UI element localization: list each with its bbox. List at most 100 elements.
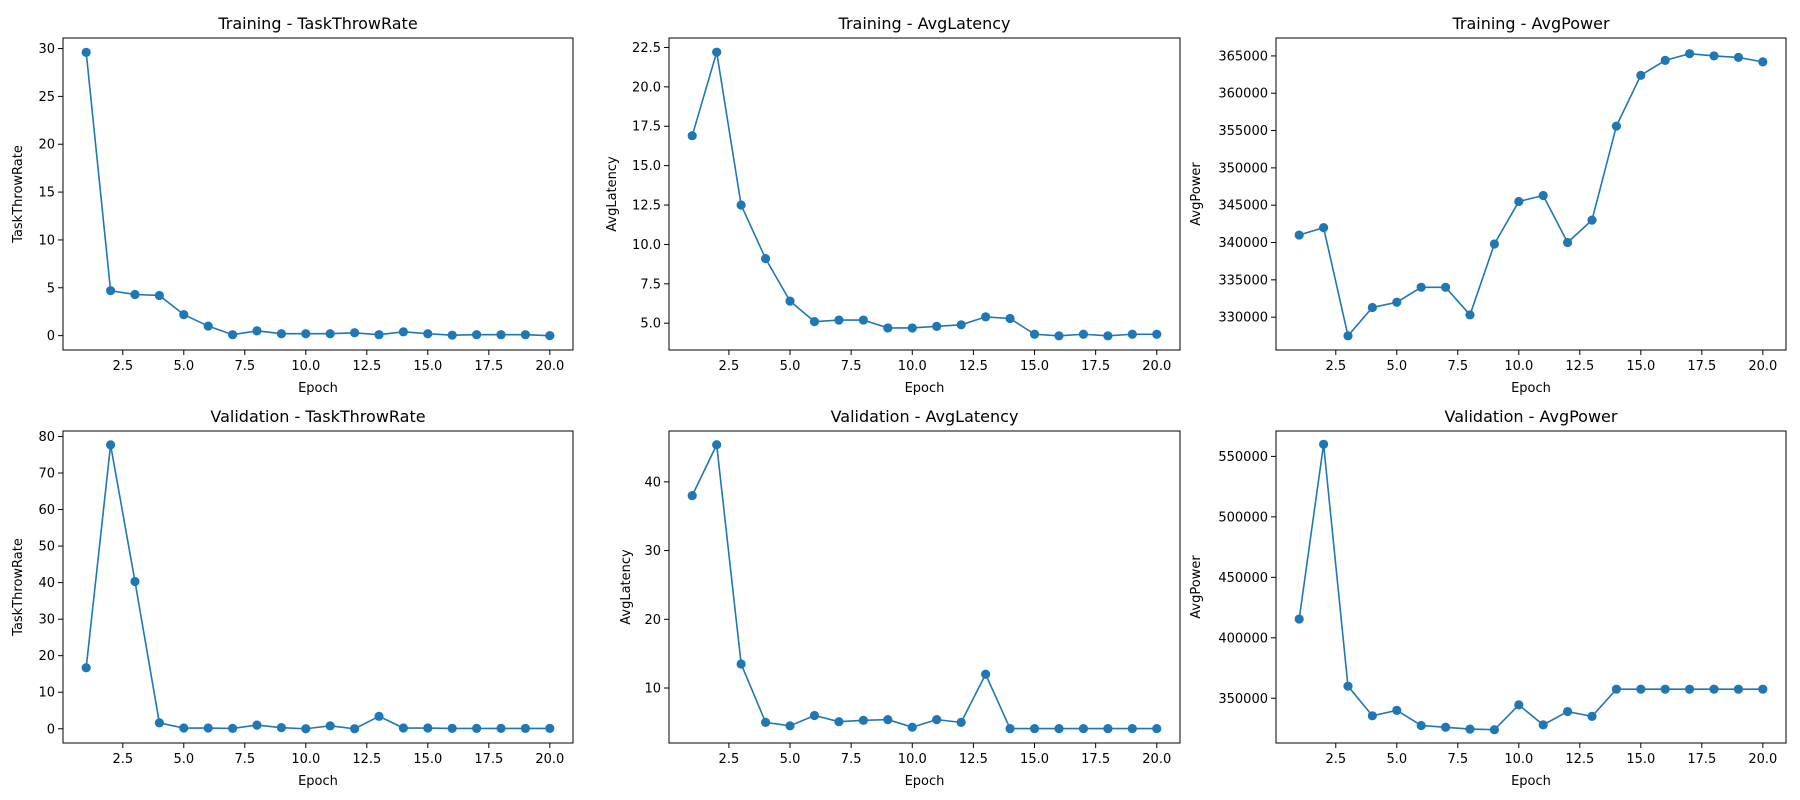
data-point bbox=[1005, 313, 1015, 324]
data-point bbox=[1465, 310, 1475, 320]
subplot-5: Validation - AvgLatency Epoch AvgLatency 2.… bbox=[619, 407, 1181, 789]
chart-title: Training - AvgPower bbox=[1451, 14, 1610, 33]
x-tick-label: 10.0 bbox=[291, 359, 320, 374]
x-tick-label: 10.0 bbox=[291, 752, 320, 767]
x-tick-label: 15.0 bbox=[413, 752, 442, 767]
data-point bbox=[545, 723, 555, 733]
data-point bbox=[398, 723, 409, 733]
y-tick-label: 350000 bbox=[1218, 692, 1268, 707]
y-tick-label: 25 bbox=[38, 90, 55, 105]
data-point bbox=[1078, 329, 1089, 339]
y-tick-label: 7.5 bbox=[640, 277, 661, 292]
chart-title: Validation - AvgLatency bbox=[831, 407, 1019, 426]
data-point bbox=[1103, 723, 1113, 734]
y-tick-label: 20 bbox=[38, 649, 55, 664]
data-point bbox=[325, 721, 335, 731]
data-point bbox=[252, 326, 262, 336]
data-point bbox=[472, 723, 482, 733]
x-tick-label: 7.5 bbox=[1447, 359, 1468, 374]
x-axis-label: Epoch bbox=[1511, 774, 1551, 789]
data-point bbox=[1660, 55, 1670, 65]
y-tick-label: 5 bbox=[47, 281, 55, 296]
data-point bbox=[1538, 190, 1548, 201]
data-point bbox=[81, 47, 91, 57]
data-point bbox=[1294, 614, 1304, 624]
y-tick-label: 450000 bbox=[1218, 571, 1268, 586]
data-point bbox=[1343, 331, 1353, 341]
data-point bbox=[1343, 681, 1353, 691]
x-tick-label: 12.5 bbox=[352, 752, 381, 767]
x-tick-label: 20.0 bbox=[1748, 359, 1777, 374]
data-point bbox=[1611, 121, 1622, 131]
y-tick-label: 365000 bbox=[1218, 49, 1268, 64]
subplot-3: Training - AvgPower Epoch AvgPower 2.5 5.0 7.… bbox=[1189, 14, 1787, 396]
y-tick-label: 17.5 bbox=[632, 120, 661, 135]
data-point bbox=[374, 330, 384, 340]
x-tick-label: 5.0 bbox=[780, 752, 801, 767]
data-point bbox=[520, 330, 531, 340]
data-point bbox=[712, 47, 722, 57]
data-point bbox=[809, 317, 820, 327]
data-point bbox=[227, 723, 238, 733]
x-axis-label: Epoch bbox=[1511, 381, 1551, 396]
x-tick-label: 15.0 bbox=[1020, 752, 1049, 767]
data-point bbox=[130, 289, 140, 300]
data-point bbox=[932, 715, 942, 725]
data-point bbox=[350, 328, 360, 338]
data-point bbox=[760, 254, 771, 264]
data-point bbox=[1416, 282, 1426, 292]
data-point bbox=[736, 200, 746, 210]
y-tick-label: 10 bbox=[644, 682, 661, 697]
data-point bbox=[1029, 723, 1040, 734]
y-tick-label: 345000 bbox=[1218, 199, 1268, 214]
data-point bbox=[1758, 684, 1768, 694]
x-tick-label: 20.0 bbox=[535, 752, 564, 767]
plot-frame bbox=[1275, 37, 1787, 351]
data-point bbox=[1514, 700, 1524, 710]
x-tick-label: 12.5 bbox=[1565, 359, 1594, 374]
data-point bbox=[374, 711, 384, 721]
data-point bbox=[1392, 297, 1402, 307]
x-tick-label: 10.0 bbox=[898, 752, 927, 767]
data-point bbox=[325, 329, 335, 339]
x-tick-label: 7.5 bbox=[1447, 752, 1468, 767]
data-point bbox=[1538, 720, 1548, 730]
plot-frame bbox=[668, 430, 1181, 744]
data-point bbox=[472, 330, 482, 340]
data-point bbox=[1054, 723, 1064, 734]
subplot-6: Validation - AvgPower Epoch AvgPower 2.5 5.0… bbox=[1189, 407, 1787, 789]
data-point bbox=[447, 723, 457, 733]
x-tick-label: 15.0 bbox=[1020, 359, 1049, 374]
y-tick-label: 15 bbox=[38, 186, 55, 201]
data-point bbox=[1029, 329, 1040, 339]
data-point bbox=[687, 131, 697, 141]
data-point bbox=[179, 723, 189, 733]
y-axis-label: AvgLatency bbox=[619, 549, 634, 625]
y-tick-label: 0 bbox=[47, 329, 55, 344]
data-point bbox=[276, 329, 286, 339]
y-tick-label: 5.0 bbox=[640, 317, 661, 332]
data-point bbox=[1685, 684, 1695, 694]
x-tick-label: 12.5 bbox=[352, 359, 381, 374]
chart-title: Training - AvgLatency bbox=[838, 14, 1011, 33]
x-tick-label: 17.5 bbox=[1081, 359, 1110, 374]
data-point bbox=[276, 723, 286, 733]
y-tick-label: 10 bbox=[38, 233, 55, 248]
subplot-1: Training - TaskThrowRate Epoch TaskThrowRa… bbox=[11, 14, 574, 396]
x-tick-label: 2.5 bbox=[1325, 752, 1346, 767]
data-point bbox=[1587, 215, 1597, 225]
x-tick-label: 5.0 bbox=[780, 359, 801, 374]
data-point bbox=[809, 710, 820, 721]
data-point bbox=[398, 327, 409, 337]
x-tick-label: 12.5 bbox=[1565, 752, 1594, 767]
y-tick-label: 360000 bbox=[1218, 87, 1268, 102]
y-tick-label: 20 bbox=[38, 138, 55, 153]
y-tick-label: 400000 bbox=[1218, 631, 1268, 646]
data-point bbox=[301, 724, 311, 734]
data-point bbox=[785, 721, 795, 731]
data-point bbox=[154, 718, 164, 728]
data-point bbox=[907, 323, 917, 333]
data-point bbox=[423, 329, 433, 339]
x-tick-label: 12.5 bbox=[959, 752, 988, 767]
